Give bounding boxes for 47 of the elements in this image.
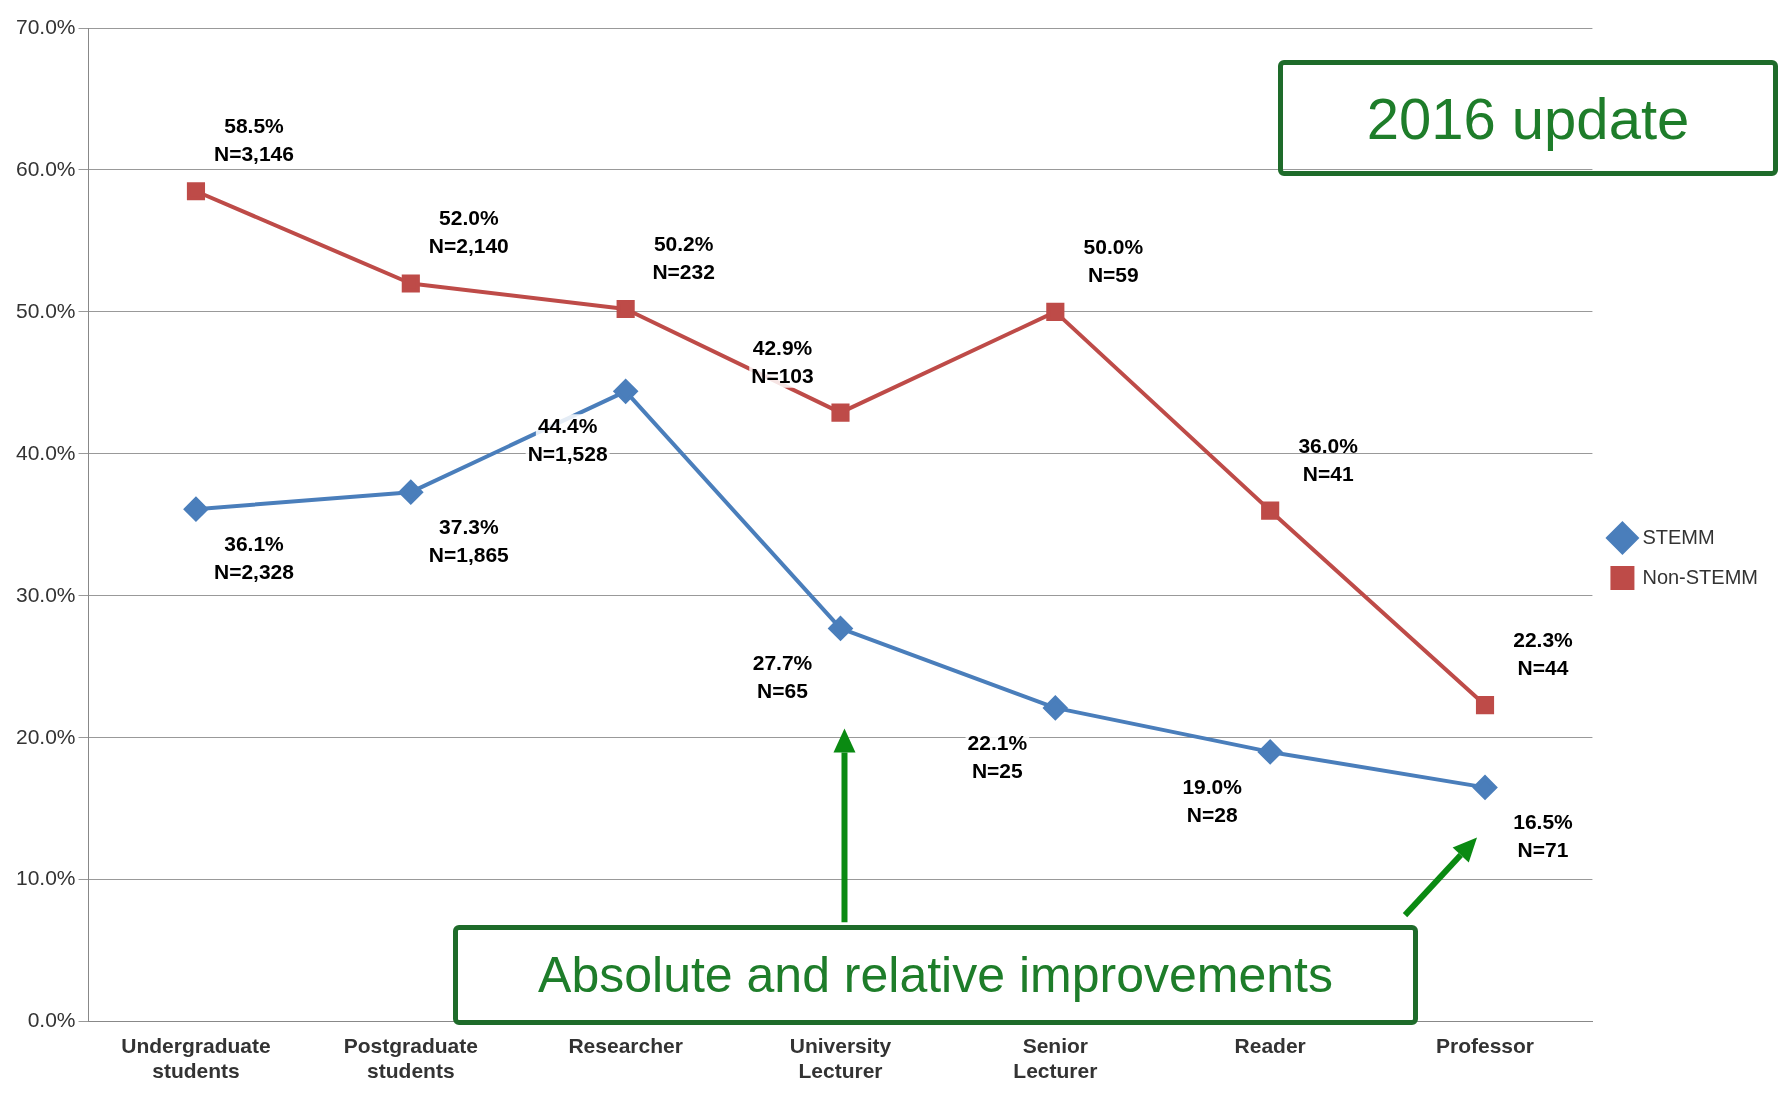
x-tick-label: Postgraduate students (343, 1034, 478, 1083)
legend-label: STEMM (1642, 525, 1715, 548)
point (398, 480, 423, 505)
y-tick-label: 60.0% (16, 156, 76, 180)
data-label: 16.5% N=71 (1513, 810, 1574, 862)
y-tick-label: 30.0% (16, 582, 76, 606)
data-label: 58.5% N=3,146 (213, 114, 294, 166)
x-tick-label: University Lecturer (789, 1034, 892, 1083)
data-label: 36.0% N=41 (1298, 433, 1359, 485)
point (1258, 739, 1283, 764)
data-label: 19.0% N=28 (1182, 774, 1243, 826)
point (183, 497, 208, 522)
data-label: 27.7% N=65 (752, 651, 813, 703)
point (831, 403, 850, 422)
point (1475, 696, 1495, 715)
point (186, 182, 206, 201)
point (613, 379, 638, 404)
y-tick-label: 40.0% (16, 440, 76, 464)
y-tick-label: 10.0% (16, 866, 76, 890)
data-label: 36.1% N=2,328 (213, 532, 295, 584)
x-tick-label: Researcher (568, 1034, 683, 1057)
x-tick-label: Professor (1435, 1034, 1535, 1057)
annotation: 2016 update (1278, 60, 1778, 176)
y-tick-label: 70.0% (16, 14, 76, 38)
legend-label: Non-STEMM (1642, 565, 1759, 588)
data-label: 22.1% N=25 (967, 730, 1028, 782)
data-label: 42.9% N=103 (751, 335, 814, 387)
annotation: Absolute and relative improvements (453, 925, 1418, 1025)
x-tick-label: Reader (1234, 1034, 1306, 1057)
data-label: 22.3% N=44 (1513, 628, 1574, 680)
point (1261, 501, 1280, 520)
x-tick-label: Senior Lecturer (1013, 1034, 1098, 1083)
data-label: 52.0% N=2,140 (428, 206, 509, 258)
y-tick-label: 20.0% (16, 724, 76, 748)
y-tick-label: 0.0% (27, 1008, 76, 1032)
point (1046, 302, 1065, 321)
data-label: 37.3% N=1,865 (428, 515, 510, 567)
x-tick-label: Undergraduate students (121, 1034, 271, 1083)
point (616, 299, 635, 319)
data-label: 50.2% N=232 (652, 232, 715, 284)
point (401, 274, 420, 293)
data-label: 44.4% N=1,528 (527, 414, 608, 466)
y-tick-label: 50.0% (16, 298, 76, 322)
point (828, 616, 853, 641)
point (1043, 695, 1068, 720)
data-label: 50.0% N=59 (1083, 234, 1144, 286)
point (1473, 775, 1498, 800)
